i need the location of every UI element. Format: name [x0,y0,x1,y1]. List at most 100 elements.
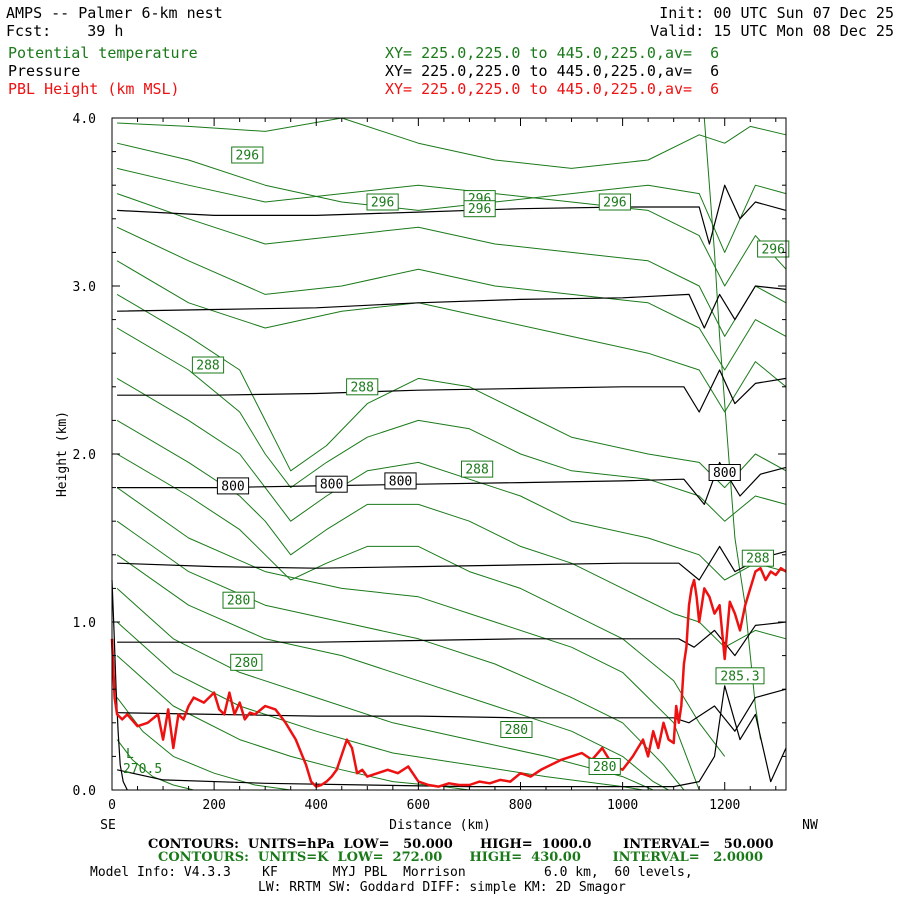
theta-contour-label: 296 [371,196,394,211]
pressure-contours [111,184,787,791]
pressure-contour-label: 800 [221,479,244,494]
pressure-contour [117,369,787,413]
pressure-contour-label: 800 [713,466,736,481]
theta-contour-label-box [230,653,263,671]
pressure-contour [111,579,128,791]
pressure-contour [117,545,787,581]
footer-pressure-contours: CONTOURS: UNITS=hPa LOW= 50.000 HIGH= 10… [148,837,774,852]
theta-contour [116,419,787,648]
theta-contour-label-box [500,721,533,738]
pressure-contour-label-box [216,477,250,495]
theta-contour-label: 288 [465,463,488,478]
theta-contour-label-box [366,193,399,211]
theta-contour [117,117,787,169]
theta-contour [116,327,787,522]
theta-contour-label: 296 [603,196,626,211]
pressure-contour [116,685,787,788]
pressure-contour-label-box [708,464,741,481]
pressure-contour [117,688,787,732]
theta-contour-label-box [231,146,264,164]
x-axis-left-end-label: SE [100,818,116,833]
pressure-contour [117,461,787,505]
pressure-contour-label-box [315,475,348,493]
x-axis-label: Distance (km) [389,818,491,833]
footer-physics-info: LW: RRTM SW: Goddard DIFF: simple KM: 2D… [258,880,626,895]
pressure-contour-label-box [384,472,417,490]
footer-theta-contours: CONTOURS: UNITS=K LOW= 272.00 HIGH= 430.… [158,850,763,865]
legend-pressure-label: Pressure [8,62,81,80]
y-axis-label: Height (km) [55,411,70,497]
theta-contour [116,739,194,791]
x-tick-label: 600 [407,798,430,813]
pressure-contour [117,184,787,245]
theta-contour-label: 285.3 [720,669,759,684]
theta-contour [116,487,700,791]
x-tick-label: 0 [108,798,116,813]
theta-contour [116,167,787,287]
x-tick-label: 800 [509,798,532,813]
theta-contour [116,621,644,791]
theta-contour [116,193,787,337]
theta-contour [116,260,787,413]
legend-pbl-xy: XY= 225.0,225.0 to 445.0,225.0,av= 6 [385,80,720,98]
low-center-annotation: 270.5 [123,762,162,777]
theta-contour-label-box [588,758,621,775]
theta-contour [116,142,787,253]
theta-contour-label: 296 [468,202,491,217]
axes: 0.0 1.0 2.0 3.0 4.0 0 200 400 600 800 1000 1200 [73,112,786,813]
theta-contour-label: 288 [350,380,373,395]
theta-contour-label: 296 [236,149,259,164]
footer-model-info: Model Info: V4.3.3 KF MYJ PBL Morrison 6… [90,865,693,880]
theta-contour-label: 280 [505,723,528,738]
theta-contour-label: 280 [235,656,258,671]
theta-contour [116,453,726,757]
y-tick-label: 1.0 [73,616,96,631]
plot-frame [111,117,787,791]
x-tick-label: 200 [202,798,225,813]
header-valid: Valid: 15 UTC Mon 08 Dec 25 [650,22,894,40]
pbl-height-series [110,566,787,788]
legend-theta-xy: XY= 225.0,225.0 to 445.0,225.0,av= 6 [385,44,720,62]
x-axis-right-end-label: NW [802,818,818,833]
low-center-annotation: L [126,747,134,762]
theta-contour-label: 280 [593,760,616,775]
pbl-height-line [110,566,787,788]
x-tick-label: 1000 [607,798,638,813]
theta-contour-label: 296 [761,243,784,258]
theta-contour [116,293,787,489]
theta-contour [116,377,787,581]
theta-contour-label-box [346,378,379,396]
pressure-contour-label: 800 [389,474,412,489]
pressure-contour [117,621,787,657]
theta-contour [116,520,685,791]
theta-contour [116,588,654,791]
theta-contour-label-box [757,240,790,258]
legend-theta-label: Potential temperature [8,44,198,62]
theta-contour-label: 288 [746,552,769,567]
theta-contour-label-box [461,460,494,478]
theta-contour-label-box [222,591,255,609]
header-init: Init: 00 UTC Sun 07 Dec 25 [659,4,894,22]
pressure-contour-label: 800 [320,478,343,493]
legend-pbl-label: PBL Height (km MSL) [8,80,180,98]
header-title: AMPS -- Palmer 6-km nest [6,4,223,22]
y-tick-label: 2.0 [73,448,96,463]
theta-contour [703,117,761,740]
theta-contour-label-box [598,193,631,211]
header-forecast-hour: Fcst: 39 h [6,22,124,40]
theta-contour-label: 280 [227,594,250,609]
theta-contours [116,117,787,791]
x-tick-label: 400 [305,798,328,813]
pressure-contour [117,285,787,329]
theta-contour-label-box [741,549,774,567]
theta-contour-label-box [463,200,496,218]
y-tick-label: 4.0 [73,112,96,127]
theta-contour [116,226,787,371]
theta-contour-label-box [715,667,765,685]
theta-contour-label: 288 [196,359,219,374]
x-tick-label: 1200 [709,798,740,813]
y-tick-label: 3.0 [73,280,96,295]
theta-contour-label-box [191,356,225,374]
